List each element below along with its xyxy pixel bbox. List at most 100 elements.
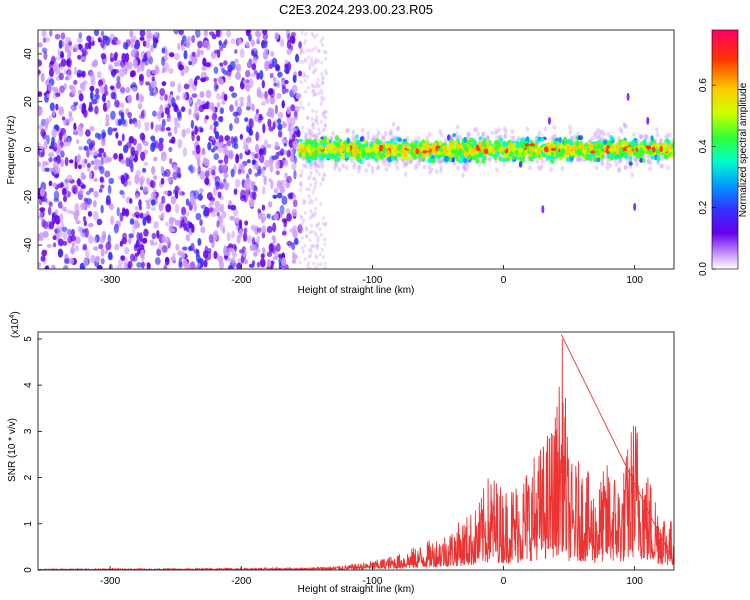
heatmap-cell xyxy=(233,208,239,217)
heatmap-cell xyxy=(314,67,318,72)
heatmap-cell xyxy=(216,101,221,109)
heatmap-cell xyxy=(165,221,169,227)
heatmap-cell xyxy=(316,238,320,243)
heatmap-cell xyxy=(177,138,183,149)
heatmap-cell xyxy=(270,50,275,57)
heatmap-cell xyxy=(66,118,72,124)
heatmap-cell xyxy=(311,199,315,204)
heatmap-cell xyxy=(110,215,115,225)
heatmap-cell xyxy=(211,112,218,121)
heatmap-cell xyxy=(638,133,642,139)
heatmap-cell xyxy=(60,32,66,40)
heatmap-cell xyxy=(303,78,307,83)
heatmap-cell xyxy=(314,243,318,248)
heatmap-cell xyxy=(119,102,125,109)
heatmap-cell xyxy=(156,230,160,239)
heatmap-cell xyxy=(231,142,236,149)
heatmap-cell xyxy=(308,174,312,179)
heatmap-cell xyxy=(311,47,315,52)
heatmap-cell xyxy=(464,167,468,173)
heatmap-cell xyxy=(221,164,227,173)
heatmap-cell xyxy=(512,155,516,160)
heatmap-cell xyxy=(316,77,320,82)
heatmap-cell xyxy=(70,104,74,110)
heatmap-cell xyxy=(372,134,377,140)
heatmap-cell xyxy=(320,98,324,103)
heatmap-cell xyxy=(154,257,161,266)
heatmap-cell xyxy=(307,261,311,266)
heatmap-cell xyxy=(106,99,111,110)
heatmap-x-tick-label: -100 xyxy=(362,275,382,286)
heatmap-cell xyxy=(216,92,221,101)
heatmap-cell xyxy=(178,30,184,36)
heatmap-cell xyxy=(58,72,64,81)
heatmap-cell xyxy=(105,241,112,251)
heatmap-y-label: Frequency (Hz) xyxy=(6,116,17,185)
heatmap-cell xyxy=(563,136,567,143)
heatmap-cell xyxy=(281,230,287,236)
heatmap-cell xyxy=(456,143,460,151)
heatmap-cell xyxy=(508,151,514,158)
heatmap-cell xyxy=(225,251,231,257)
heatmap-cell xyxy=(276,243,281,252)
heatmap-cell xyxy=(292,133,296,142)
heatmap-cell xyxy=(422,150,428,154)
heatmap-cell xyxy=(615,144,621,150)
heatmap-cell xyxy=(43,140,48,150)
heatmap-cell xyxy=(344,128,349,134)
heatmap-cell xyxy=(541,205,545,214)
heatmap-cell xyxy=(228,149,234,160)
snr-y-tick-label: 4 xyxy=(23,382,34,388)
heatmap-cell xyxy=(44,167,51,172)
heatmap-cell xyxy=(310,214,314,219)
heatmap-cell xyxy=(196,135,201,142)
heatmap-cell xyxy=(271,57,278,68)
heatmap-cell xyxy=(295,53,300,63)
heatmap-cell xyxy=(618,127,623,133)
heatmap-cell xyxy=(579,142,584,149)
heatmap-cell xyxy=(164,49,169,57)
heatmap-cell xyxy=(293,116,299,121)
heatmap-cell xyxy=(74,202,80,212)
heatmap-cell xyxy=(646,116,650,125)
heatmap-cell xyxy=(303,135,308,141)
heatmap-cell xyxy=(53,164,58,175)
heatmap-cell xyxy=(618,149,624,154)
heatmap-cell xyxy=(425,135,430,141)
heatmap-cell xyxy=(462,157,468,164)
heatmap-cell xyxy=(140,110,145,119)
heatmap-cell xyxy=(172,252,176,261)
heatmap-cell xyxy=(634,157,638,163)
heatmap-cell xyxy=(177,82,182,93)
heatmap-cell xyxy=(306,85,310,90)
heatmap-cell xyxy=(257,165,262,175)
heatmap-cell xyxy=(74,236,81,245)
heatmap-cell xyxy=(639,134,644,140)
heatmap-cell xyxy=(469,137,474,143)
heatmap-cell xyxy=(180,70,185,77)
heatmap-cell xyxy=(174,203,180,214)
heatmap-cell xyxy=(315,81,319,86)
heatmap-cell xyxy=(291,242,296,251)
heatmap-x-tick-label: 100 xyxy=(626,275,643,286)
heatmap-cell xyxy=(663,153,668,160)
heatmap-cell xyxy=(197,238,202,246)
heatmap-cell xyxy=(414,163,419,169)
heatmap-cell xyxy=(345,145,351,153)
heatmap-cell xyxy=(438,158,442,164)
heatmap-cell xyxy=(314,180,318,185)
heatmap-cell xyxy=(60,150,65,158)
heatmap-cell xyxy=(78,32,82,39)
heatmap-cell xyxy=(90,254,96,264)
heatmap-cell xyxy=(382,157,387,163)
heatmap-cell xyxy=(105,113,110,124)
heatmap-cell xyxy=(244,117,249,122)
heatmap-cell xyxy=(301,249,305,254)
heatmap-cell xyxy=(344,152,348,159)
heatmap-cell xyxy=(538,166,543,172)
heatmap-cell xyxy=(600,161,604,167)
heatmap-cell xyxy=(271,155,278,161)
heatmap-cell xyxy=(124,246,130,255)
heatmap-cell xyxy=(332,148,337,155)
heatmap-cell xyxy=(404,160,409,166)
